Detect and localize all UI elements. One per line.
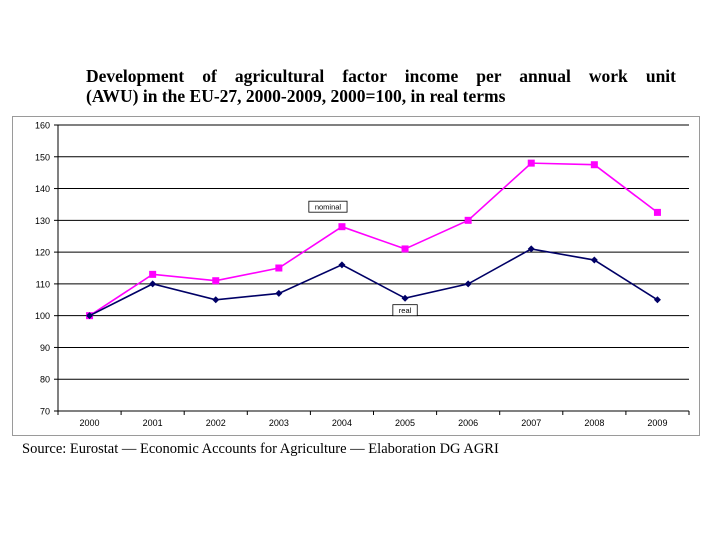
chart-area: 70 80 90 100 110 120 130 140 150 160 2000 2001 2002 2… xyxy=(12,116,700,436)
y-tick-label: 90 xyxy=(40,343,50,353)
data-point-real xyxy=(338,261,346,269)
y-tick-label: 100 xyxy=(35,311,50,321)
x-tick-label: 2009 xyxy=(647,418,667,428)
line-chart: 70 80 90 100 110 120 130 140 150 160 2000 2001 2002 2… xyxy=(35,121,690,428)
data-point-real xyxy=(653,296,661,304)
source-note: Source: Eurostat — Economic Accounts for… xyxy=(22,441,499,457)
x-tick-label: 2004 xyxy=(332,418,352,428)
data-point-real xyxy=(464,280,472,288)
data-point-real xyxy=(149,280,157,288)
y-tick-label: 140 xyxy=(35,184,50,194)
series-line-nominal xyxy=(89,162,658,317)
y-tick-label: 150 xyxy=(35,152,50,162)
y-tick-label: 120 xyxy=(35,248,50,258)
series-label-box-real xyxy=(392,304,418,317)
data-point-nominal xyxy=(212,277,220,285)
y-tick-label: 80 xyxy=(40,375,50,385)
chart-title-line-1: Development of agricultural factor incom… xyxy=(86,66,676,86)
data-point-nominal xyxy=(653,208,661,216)
series-line-real xyxy=(89,248,658,317)
data-point-real xyxy=(212,296,220,304)
data-point-nominal xyxy=(464,216,472,224)
x-tick-label: 2005 xyxy=(395,418,415,428)
x-tick-label: 2002 xyxy=(206,418,226,428)
data-point-nominal xyxy=(401,245,409,253)
data-point-real xyxy=(275,289,283,297)
data-point-real xyxy=(527,245,535,253)
x-tick-label: 2006 xyxy=(458,418,478,428)
x-tick-label: 2008 xyxy=(584,418,604,428)
chart-title: Development of agricultural factor incom… xyxy=(86,66,676,106)
series-label-box-nominal xyxy=(308,200,348,213)
data-point-real xyxy=(590,256,598,264)
data-point-nominal xyxy=(275,264,283,272)
y-tick-label: 160 xyxy=(35,121,50,131)
series-label-nominal: nominal xyxy=(315,203,342,212)
y-tick-label: 130 xyxy=(35,216,50,226)
x-tick-label: 2007 xyxy=(521,418,541,428)
x-tick-label: 2001 xyxy=(143,418,163,428)
data-point-nominal xyxy=(149,270,157,278)
x-tick-label: 2000 xyxy=(80,418,100,428)
data-point-nominal xyxy=(338,223,346,231)
data-point-nominal xyxy=(527,159,535,167)
chart-title-line-2: (AWU) in the EU-27, 2000-2009, 2000=100,… xyxy=(86,86,506,106)
y-tick-label: 70 xyxy=(40,407,50,417)
data-point-real xyxy=(401,294,409,302)
data-point-nominal xyxy=(590,161,598,169)
data-point-real xyxy=(86,312,94,320)
y-tick-label: 110 xyxy=(36,279,50,289)
x-tick-label: 2003 xyxy=(269,418,289,428)
series-label-real: real xyxy=(399,306,412,315)
